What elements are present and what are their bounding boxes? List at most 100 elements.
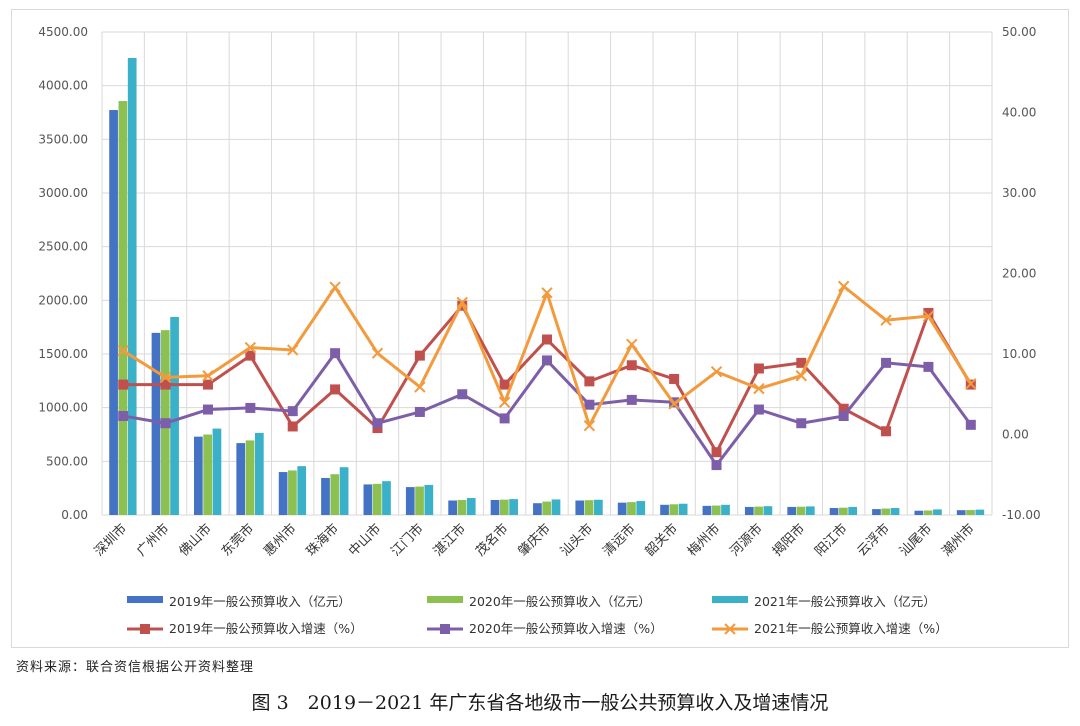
bar <box>669 504 679 515</box>
point-marker <box>669 373 680 384</box>
y-right-tick-label: 50.00 <box>1002 25 1036 39</box>
bar <box>499 499 509 515</box>
point-marker <box>372 418 383 429</box>
bar <box>490 499 500 515</box>
x-tick-label: 深圳市 <box>91 521 130 560</box>
y-right-tick-label: 30.00 <box>1002 186 1036 200</box>
x-tick-label: 清远市 <box>600 521 639 560</box>
bar <box>203 434 213 515</box>
point-marker <box>796 418 807 429</box>
point-marker <box>626 394 637 405</box>
point-marker <box>414 350 425 361</box>
bar <box>787 506 797 515</box>
legend-swatch <box>712 596 748 603</box>
legend-marker <box>440 624 450 634</box>
point-marker <box>456 296 468 309</box>
x-tick-label: 广州市 <box>133 521 172 560</box>
point-marker <box>668 398 680 410</box>
point-marker <box>838 403 849 414</box>
chart-svg: 0.00 500.00 1000.00 1500.00 2000.00 2500.00 30… <box>38 25 1041 636</box>
bar <box>542 501 552 515</box>
legend-swatch <box>127 596 163 603</box>
bar <box>956 510 966 515</box>
bar <box>584 500 594 515</box>
bar <box>881 508 891 515</box>
bar <box>890 508 900 515</box>
bar <box>617 502 627 515</box>
x-tick-label: 潮州市 <box>939 521 978 560</box>
point-marker <box>499 413 510 424</box>
x-tick-label: 湛江市 <box>430 521 469 560</box>
bar <box>330 474 340 515</box>
point-marker <box>287 421 298 432</box>
y-left-tick-label: 4000.00 <box>38 79 88 93</box>
point-marker <box>626 360 637 371</box>
bar <box>594 499 603 515</box>
bar <box>415 486 424 515</box>
point-marker <box>414 406 425 417</box>
point-marker <box>329 281 341 293</box>
chart-frame: 0.00 500.00 1000.00 1500.00 2000.00 2500.00 30… <box>11 9 1069 648</box>
bar <box>763 506 773 515</box>
point-marker <box>542 355 552 366</box>
x-tick-label: 江门市 <box>388 521 427 560</box>
bar <box>575 500 585 515</box>
legend-label: 2020年一般公预算收入（亿元） <box>469 594 651 609</box>
point-marker <box>965 419 976 430</box>
bar <box>405 487 415 515</box>
legend-label: 2019年一般公预算收入增速（%） <box>169 621 363 636</box>
x-tick-label: 梅州市 <box>684 521 723 560</box>
y-left-tick-label: 0.00 <box>61 508 88 522</box>
bar <box>509 499 518 515</box>
point-marker <box>710 366 723 378</box>
point-marker <box>838 410 849 421</box>
bar <box>457 499 467 515</box>
bar <box>627 502 636 515</box>
point-marker <box>923 307 934 318</box>
y-right-tick-label: 20.00 <box>1002 267 1036 281</box>
bar <box>829 508 839 515</box>
y-right-tick-label: -10.00 <box>1002 508 1041 522</box>
bar <box>382 481 391 515</box>
y-left-tick-label: 3000.00 <box>38 186 88 200</box>
point-marker <box>965 378 977 390</box>
x-tick-label: 河源市 <box>727 521 766 560</box>
point-marker <box>202 404 213 415</box>
figure-caption: 图 3 2019－2021 年广东省各地级市一般公共预算收入及增速情况 <box>251 692 829 714</box>
point-marker <box>542 334 552 345</box>
point-marker <box>414 381 426 393</box>
y-right-tick-label: 10.00 <box>1002 347 1036 361</box>
bar <box>805 506 815 515</box>
bar <box>448 500 457 515</box>
y-left-tick-label: 2500.00 <box>38 240 88 254</box>
point-marker <box>244 341 257 354</box>
x-tick-label: 佛山市 <box>176 521 215 560</box>
x-tick-label: 韶关市 <box>642 521 681 560</box>
bar <box>848 506 858 515</box>
point-marker <box>923 361 934 372</box>
point-marker <box>245 402 256 413</box>
x-tick-label: 惠州市 <box>261 521 300 560</box>
bar <box>212 428 222 515</box>
bar <box>551 499 561 515</box>
point-marker <box>117 345 129 357</box>
bar <box>363 484 373 515</box>
series-line <box>123 304 973 454</box>
y-left-tick-label: 3500.00 <box>38 132 88 146</box>
point-marker <box>541 287 553 299</box>
bar <box>923 510 933 515</box>
point-marker <box>371 347 384 359</box>
y-right-tick-label: 40.00 <box>1002 106 1036 120</box>
bar <box>533 503 542 515</box>
point-marker <box>118 379 129 390</box>
point-marker <box>626 338 638 351</box>
bar <box>678 503 688 515</box>
legend-swatch <box>427 596 463 603</box>
bar <box>170 316 179 515</box>
x-tick-label: 中山市 <box>345 521 384 560</box>
point-marker <box>922 310 935 322</box>
y-right-tick-label: 0.00 <box>1002 428 1029 442</box>
x-tick-label: 汕尾市 <box>896 521 935 560</box>
point-marker <box>753 404 764 415</box>
bar <box>466 498 476 515</box>
